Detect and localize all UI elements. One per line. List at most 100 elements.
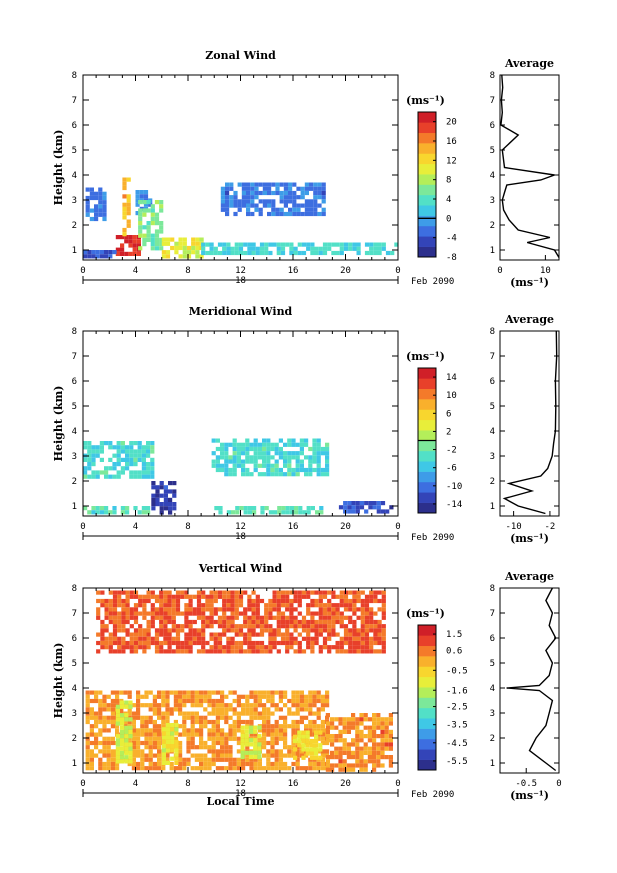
heatmap-cell — [313, 199, 318, 204]
colorbar-frame — [417, 624, 437, 771]
heatmap-cell — [359, 734, 364, 739]
heatmap-cell — [104, 441, 109, 446]
heatmap-cell — [154, 237, 160, 242]
heatmap-cell — [116, 441, 121, 446]
heatmap-cell — [230, 628, 235, 633]
heatmap-cell — [289, 242, 294, 247]
heatmap-cell — [98, 690, 103, 695]
heatmap-cell — [339, 250, 344, 256]
heatmap-cell — [104, 598, 109, 604]
heatmap-cell — [154, 607, 160, 612]
heatmap-cell — [146, 611, 151, 616]
heatmap-cell — [240, 746, 245, 751]
heatmap-cell — [159, 603, 164, 608]
heatmap-cell — [283, 190, 288, 196]
heatmap-cell — [316, 766, 321, 771]
heatmap-cell — [330, 738, 335, 743]
heatmap-cell — [159, 221, 164, 226]
heatmap-cell — [377, 242, 382, 247]
heatmap-cell — [376, 734, 381, 739]
heatmap-cell — [268, 649, 273, 654]
heatmap-cell — [312, 724, 317, 729]
heatmap-cell — [308, 707, 313, 712]
heatmap-cell — [167, 628, 172, 633]
heatmap-cell — [318, 246, 323, 251]
heatmap-region-2-5 — [293, 730, 323, 760]
heatmap-cell — [234, 603, 239, 608]
heatmap-cell — [127, 711, 132, 716]
avg-x-tick-label: -0.5 — [515, 779, 537, 789]
heatmap-cell — [331, 242, 336, 247]
heatmap-cell — [157, 757, 162, 762]
heatmap-cell — [277, 506, 282, 511]
heatmap-cell — [89, 698, 94, 704]
heatmap-cell — [102, 724, 107, 729]
heatmap-cell — [342, 725, 347, 730]
heatmap-cell — [276, 628, 281, 633]
heatmap-cell — [108, 603, 113, 608]
heatmap-cell — [152, 719, 157, 725]
heatmap-cell — [259, 250, 265, 256]
heatmap-cell — [291, 753, 296, 758]
heatmap-cell — [236, 698, 241, 704]
heatmap-cell — [241, 472, 246, 477]
colorbar-tick-label: -1.6 — [446, 686, 468, 696]
heatmap-cell — [115, 704, 120, 709]
heatmap-cell — [128, 239, 133, 244]
heatmap-cell — [381, 590, 386, 595]
y-tick-label: 6 — [72, 377, 77, 387]
heatmap-cell — [285, 636, 290, 641]
heatmap-cell — [331, 603, 336, 608]
heatmap-cell — [180, 594, 185, 599]
heatmap-cell — [106, 740, 111, 746]
heatmap-cell — [98, 208, 103, 213]
heatmap-cell — [364, 615, 370, 620]
heatmap-cell — [271, 190, 276, 196]
heatmap-cell — [142, 242, 147, 247]
heatmap-cell — [274, 463, 279, 468]
colorbar-tick-label: 16 — [446, 137, 457, 147]
heatmap-cell — [150, 441, 155, 446]
colorbar-tick-label: 0 — [446, 214, 451, 224]
heatmap-cell — [95, 470, 100, 475]
heatmap-cell — [146, 441, 151, 446]
heatmap-cell — [83, 506, 88, 511]
heatmap-cell — [331, 645, 336, 650]
heatmap-cell — [317, 203, 322, 208]
heatmap-cell — [96, 598, 101, 604]
heatmap-cell — [89, 740, 94, 746]
heatmap-cell — [207, 736, 212, 741]
colorbar-swatch — [418, 471, 436, 483]
heatmap-cell — [247, 607, 252, 612]
heatmap-cell — [271, 207, 276, 212]
heatmap-cell — [287, 467, 292, 473]
heatmap-cell — [228, 749, 233, 754]
heatmap-cell — [133, 615, 139, 620]
heatmap-cell — [201, 636, 206, 641]
heatmap-cell — [304, 186, 309, 191]
heatmap-cell — [310, 619, 315, 625]
heatmap-cell — [297, 619, 302, 625]
heatmap-cell — [377, 619, 382, 625]
heatmap-cell — [146, 229, 151, 234]
colorbar-tick-label: -10 — [446, 482, 462, 492]
heatmap-cell — [220, 190, 225, 196]
heatmap-cell — [178, 711, 183, 716]
heatmap-cell — [85, 208, 90, 213]
heatmap-cell — [163, 628, 168, 633]
heatmap-cell — [102, 212, 107, 217]
heatmap-cell — [138, 628, 143, 633]
heatmap-cell — [363, 746, 368, 751]
heatmap-cell — [220, 715, 225, 720]
heatmap-cell — [170, 748, 175, 753]
heatmap-cell — [129, 607, 134, 612]
colorbar-swatch — [418, 122, 436, 134]
heatmap-cell — [143, 190, 149, 195]
heatmap-cell — [120, 742, 125, 747]
heatmap-cell — [115, 708, 120, 714]
colorbar-swatch — [418, 635, 436, 647]
heatmap-cell — [289, 624, 294, 629]
heatmap-cell — [234, 590, 239, 595]
heatmap-cell — [178, 753, 183, 758]
heatmap-cell — [135, 198, 140, 203]
